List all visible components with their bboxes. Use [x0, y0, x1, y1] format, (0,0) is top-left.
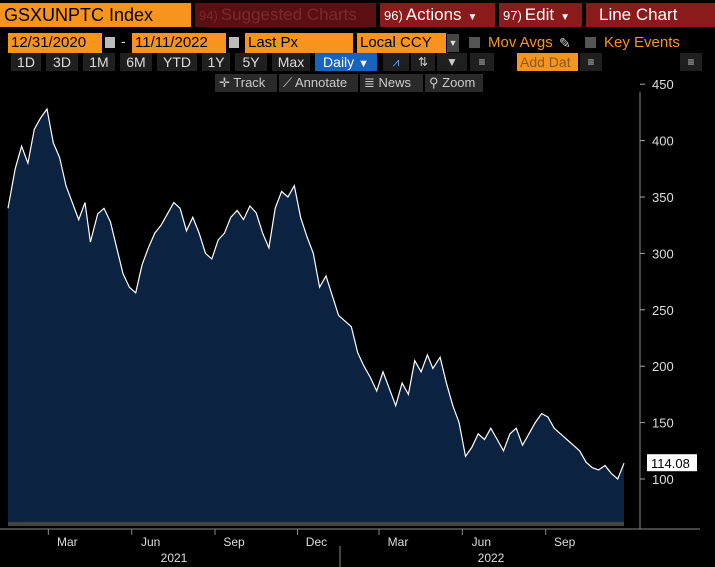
news-label: News	[378, 75, 412, 90]
news-icon: ≣	[364, 75, 379, 90]
frequency-label: Daily	[323, 54, 355, 70]
x-tick-label: Sep	[554, 535, 576, 549]
chevron-down-icon: ▼	[358, 58, 369, 70]
ticker-field[interactable]: GSXUNPTC Index	[0, 3, 191, 27]
last-value-box	[647, 454, 697, 472]
track-tool[interactable]: ✛ Track	[215, 74, 277, 92]
period-max[interactable]: Max	[272, 53, 310, 71]
search-icon: ⚲	[429, 75, 443, 90]
x-tick-label: Jun	[472, 535, 491, 549]
actions-caret-icon: ▼	[467, 12, 478, 23]
more-menu-icon[interactable]: ≡	[680, 53, 702, 71]
period-1d[interactable]: 1D	[11, 53, 41, 71]
tools-row: ✛ Track ⟋ Annotate ≣ News ⚲ Zoom	[0, 74, 715, 92]
last-value-label: 114.08	[651, 456, 690, 471]
y-tick-label: 200	[652, 359, 674, 374]
frequency-selector[interactable]: Daily ▼	[315, 53, 377, 71]
key-events-checkbox[interactable]	[585, 37, 596, 48]
y-tick-label: 250	[652, 303, 674, 318]
y-tick-label: 150	[652, 416, 674, 431]
suggested-num: 94)	[199, 8, 218, 23]
period-6m[interactable]: 6M	[120, 53, 152, 71]
period-5y[interactable]: 5Y	[235, 53, 267, 71]
period-ytd[interactable]: YTD	[157, 53, 197, 71]
currency-selector[interactable]: Local CCY	[357, 33, 446, 53]
year-label: 2022	[478, 551, 505, 565]
start-date-field[interactable]: 12/31/2020	[8, 33, 102, 53]
add-data-input[interactable]: Add Dat	[517, 53, 578, 71]
crosshair-icon: ✛	[219, 75, 234, 90]
x-tick-label: Dec	[306, 535, 327, 549]
key-events-label: Key Events	[604, 34, 680, 51]
annotate-tool[interactable]: ⟋ Annotate	[279, 74, 358, 92]
annotate-label: Annotate	[295, 75, 348, 90]
x-tick-label: Mar	[57, 535, 78, 549]
actions-num: 96)	[384, 8, 403, 23]
y-tick-label: 350	[652, 190, 674, 205]
field-selector[interactable]: Last Px	[245, 33, 353, 53]
style-dropdown-icon[interactable]: ▼	[437, 53, 467, 71]
news-tool[interactable]: ≣ News	[360, 74, 423, 92]
date-separator: -	[121, 33, 126, 49]
year-label: 2021	[161, 551, 188, 565]
period-1m[interactable]: 1M	[83, 53, 115, 71]
suggested-label: Suggested Charts	[220, 5, 357, 24]
bar-style-icon[interactable]: ⇅	[411, 53, 435, 71]
period-1y[interactable]: 1Y	[202, 53, 230, 71]
actions-label: Actions	[405, 5, 462, 24]
zoom-label: Zoom	[442, 75, 476, 90]
period-3d[interactable]: 3D	[46, 53, 78, 71]
mov-avgs-checkbox[interactable]	[469, 37, 480, 48]
actions-button[interactable]: 96) Actions ▼	[380, 3, 495, 27]
range-strip	[8, 522, 624, 526]
top-toolbar: GSXUNPTC Index 94) Suggested Charts 96) Ac…	[0, 0, 715, 30]
edit-label: Edit	[524, 5, 555, 24]
currency-dropdown-icon[interactable]: ▼	[447, 34, 459, 52]
x-tick-label: Jun	[141, 535, 160, 549]
y-tick-label: 450	[652, 77, 674, 92]
suggested-charts-button[interactable]: 94) Suggested Charts	[195, 3, 376, 27]
options-menu-icon[interactable]: ≡	[470, 53, 494, 71]
annotate-icon: ⟋	[283, 75, 295, 90]
add-data-menu-icon[interactable]: ≡	[580, 53, 602, 71]
y-tick-label: 400	[652, 134, 674, 149]
y-tick-label: 100	[652, 472, 674, 487]
edit-num: 97)	[503, 8, 522, 23]
mov-avgs-label: Mov Avgs	[488, 34, 553, 51]
periods-row: 1D 3D 1M 6M YTD 1Y 5Y Max Daily ▼ ⩘ ⇅ ▼ …	[0, 52, 715, 72]
series-area	[8, 109, 624, 526]
line-style-icon[interactable]: ⩘	[383, 53, 409, 71]
pencil-icon[interactable]: ✎	[559, 35, 571, 51]
series-line	[7, 107, 625, 481]
edit-button[interactable]: 97) Edit ▼	[499, 3, 582, 27]
calendar-icon[interactable]	[105, 37, 115, 48]
calendar-icon[interactable]	[229, 37, 239, 48]
zoom-tool[interactable]: ⚲ Zoom	[425, 74, 483, 92]
controls-row: 12/31/2020 - 11/11/2022 Last Px Local CC…	[0, 32, 715, 54]
x-tick-label: Sep	[223, 535, 245, 549]
edit-caret-icon: ▼	[560, 12, 570, 23]
x-tick-label: Mar	[388, 535, 409, 549]
track-label: Track	[233, 75, 266, 90]
y-tick-label: 300	[652, 246, 674, 261]
end-date-field[interactable]: 11/11/2022	[132, 33, 226, 53]
chart-type-button[interactable]: Line Chart	[586, 3, 715, 27]
